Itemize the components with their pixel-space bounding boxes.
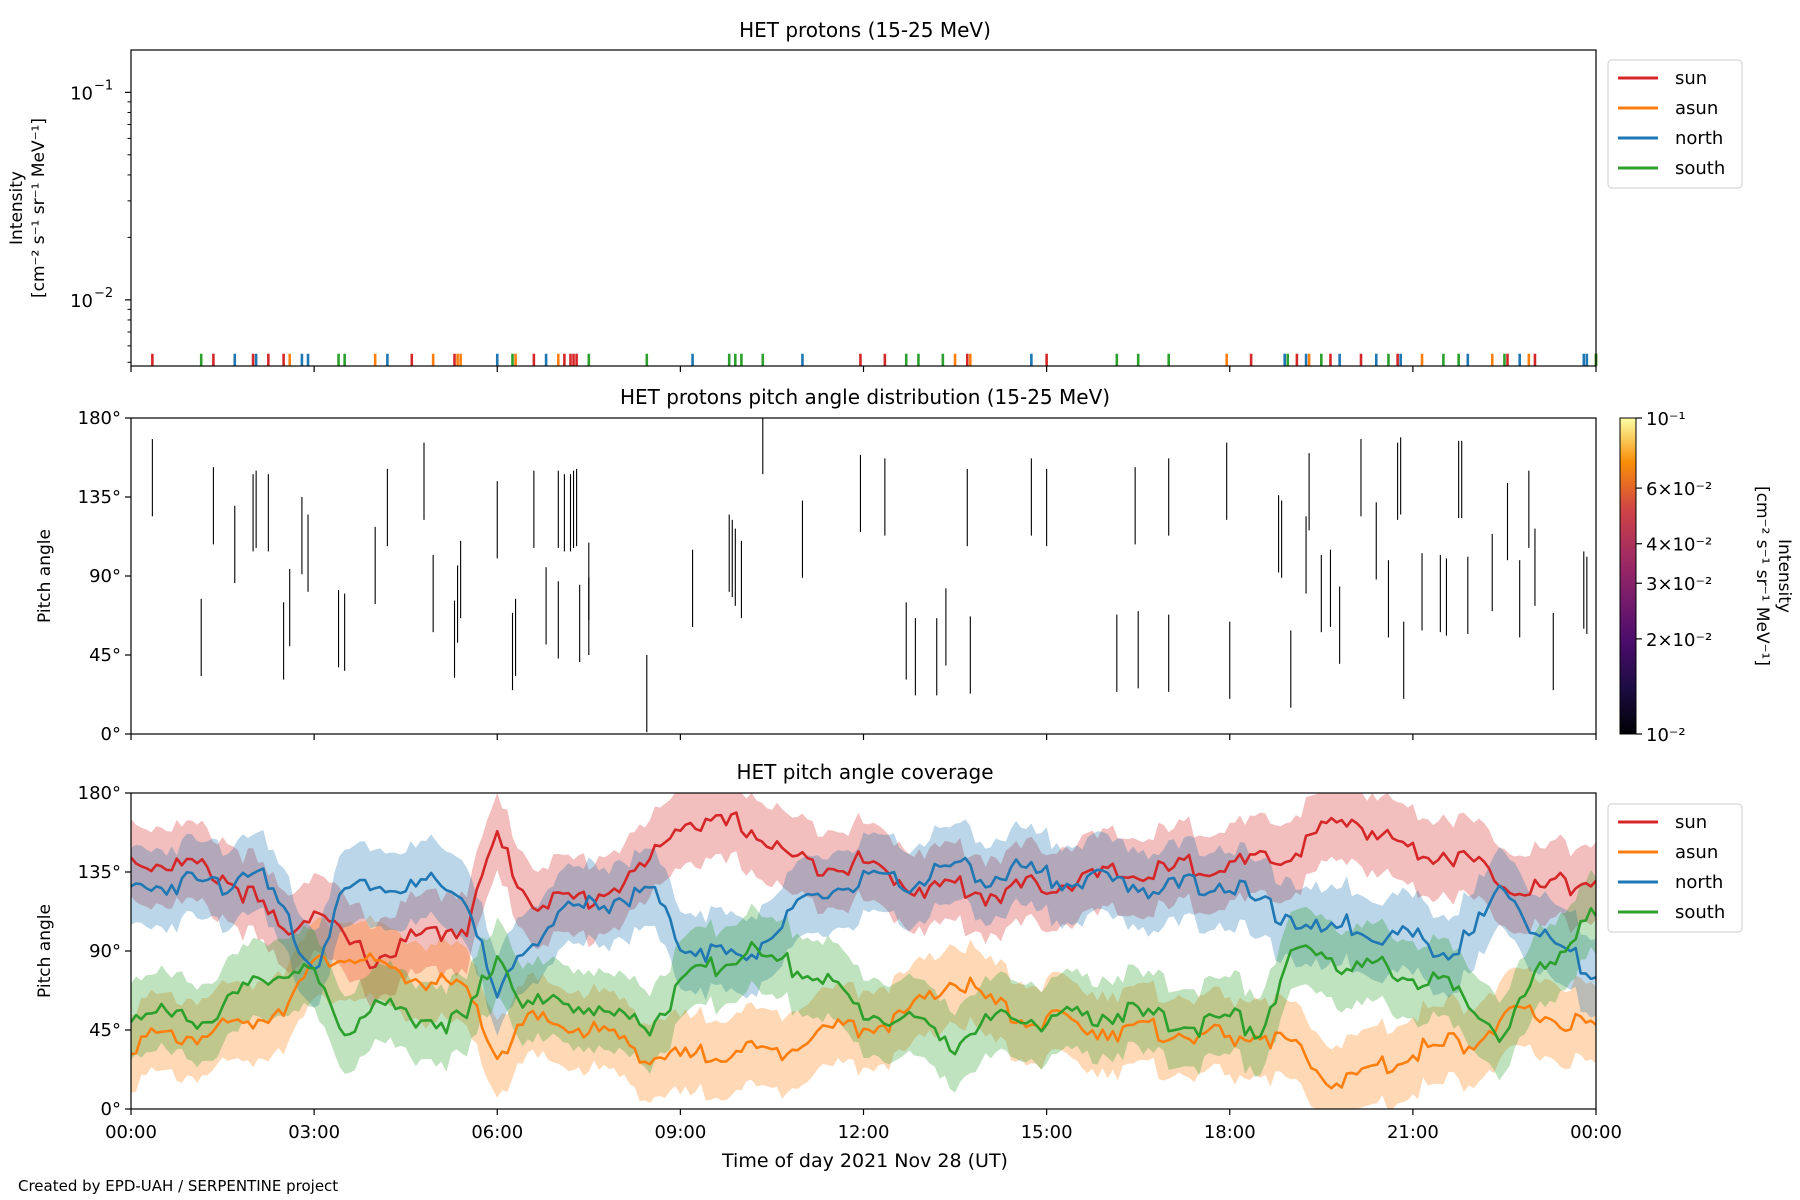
plot-frame (130, 49, 1597, 367)
y-axis-units: [cm⁻² s⁻¹ sr⁻¹ MeV⁻¹] (29, 118, 49, 298)
coverage-line-sun (131, 811, 1596, 970)
colorbar-tick-label: 10⁻¹ (1646, 409, 1686, 430)
coverage-line-north (131, 856, 1596, 999)
y-tick-label: 90° (89, 941, 121, 962)
legend-label-asun: asun (1675, 842, 1718, 863)
colorbar-tick-label: 6×10⁻² (1646, 479, 1712, 500)
panel-title: HET protons (15-25 MeV) (739, 18, 991, 42)
y-axis-label: Pitch angle (35, 529, 55, 623)
x-tick-label: 03:00 (288, 1122, 340, 1143)
coverage-series (131, 793, 1596, 1109)
panel-title: HET protons pitch angle distribution (15… (620, 385, 1110, 409)
colorbar-tick-label: 2×10⁻² (1646, 630, 1712, 651)
legend-frame (1607, 803, 1743, 933)
y-axis-ticks: 0° 45° 90° 135° 180° (78, 408, 131, 745)
y-tick-label: 90° (89, 566, 121, 587)
y-tick-label: 45° (89, 645, 121, 666)
legend-label-asun: asun (1675, 98, 1718, 119)
x-tick-label: 09:00 (654, 1122, 706, 1143)
colorbar-units: [cm⁻² s⁻¹ sr⁻¹ MeV⁻¹] (1752, 486, 1772, 666)
legend-label-sun: sun (1675, 812, 1707, 833)
legend-label-north: north (1675, 128, 1723, 149)
legend-label-south: south (1675, 902, 1725, 923)
x-tick-label: 06:00 (471, 1122, 523, 1143)
x-axis-ticks: 00:00 03:00 06:00 09:00 12:00 15:00 18:00 21:00… (105, 366, 1622, 1143)
legend-label-north: north (1675, 872, 1723, 893)
coverage-line-south (131, 907, 1596, 1056)
colorbar (1619, 417, 1637, 735)
colorbar-ticks: 10⁻¹ 6×10⁻² 4×10⁻² 3×10⁻² 2×10⁻² 10⁻² (1636, 409, 1712, 746)
x-tick-label: 12:00 (838, 1122, 890, 1143)
pad-segments (151, 418, 1588, 733)
y-tick-label: 10 (70, 291, 93, 312)
intensity-panel: HET protons (15-25 MeV) 10−110−2 Intensi… (7, 18, 1743, 367)
y-tick-label: 10 (70, 83, 93, 104)
x-tick-label: 00:00 (1570, 1122, 1622, 1143)
coverage-band-asun (131, 915, 1596, 1109)
legend-label-south: south (1675, 158, 1725, 179)
panel-title: HET pitch angle coverage (736, 760, 993, 784)
y-tick-label: 0° (101, 1099, 121, 1120)
coverage-line-asun (131, 952, 1596, 1090)
colorbar-tick-label: 4×10⁻² (1646, 535, 1712, 556)
legend: sun asun north south (1607, 803, 1743, 933)
colorbar-tick-label: 10⁻² (1646, 725, 1686, 746)
x-axis-label: Time of day 2021 Nov 28 (UT) (721, 1150, 1008, 1172)
pitch-angle-coverage-panel: HET pitch angle coverage 0° 45° 90° 135° 180… (35, 760, 1743, 1120)
y-axis-ticks: 10−110−2 (70, 78, 131, 363)
x-tick-label: 18:00 (1204, 1122, 1256, 1143)
y-tick-label: 135° (78, 862, 121, 883)
x-tick-label: 21:00 (1387, 1122, 1439, 1143)
legend-frame (1607, 59, 1743, 189)
legend-label-sun: sun (1675, 68, 1707, 89)
coverage-band-north (131, 819, 1596, 1036)
y-tick-label: 180° (78, 783, 121, 804)
y-tick-label: 0° (101, 724, 121, 745)
colorbar-label: Intensity (1774, 539, 1794, 613)
x-tick-label: 15:00 (1021, 1122, 1073, 1143)
y-tick-label: 45° (89, 1020, 121, 1041)
y-axis-label: Intensity (7, 171, 27, 245)
pitch-angle-distribution-panel: HET protons pitch angle distribution (15… (35, 385, 1794, 746)
y-tick-exponent: −2 (94, 286, 113, 301)
colorbar-tick-label: 3×10⁻² (1646, 574, 1712, 595)
y-axis-label: Pitch angle (35, 904, 55, 998)
y-tick-label: 135° (78, 487, 121, 508)
y-tick-label: 180° (78, 408, 121, 429)
credit-text: Created by EPD-UAH / SERPENTINE project (18, 1177, 338, 1195)
x-tick-label: 00:00 (105, 1122, 157, 1143)
legend: sun asun north south (1607, 59, 1743, 189)
coverage-band-sun (131, 793, 1596, 1007)
y-axis-ticks: 0° 45° 90° 135° 180° (78, 783, 131, 1120)
y-tick-exponent: −1 (94, 78, 113, 93)
intensity-series (151, 353, 1598, 366)
